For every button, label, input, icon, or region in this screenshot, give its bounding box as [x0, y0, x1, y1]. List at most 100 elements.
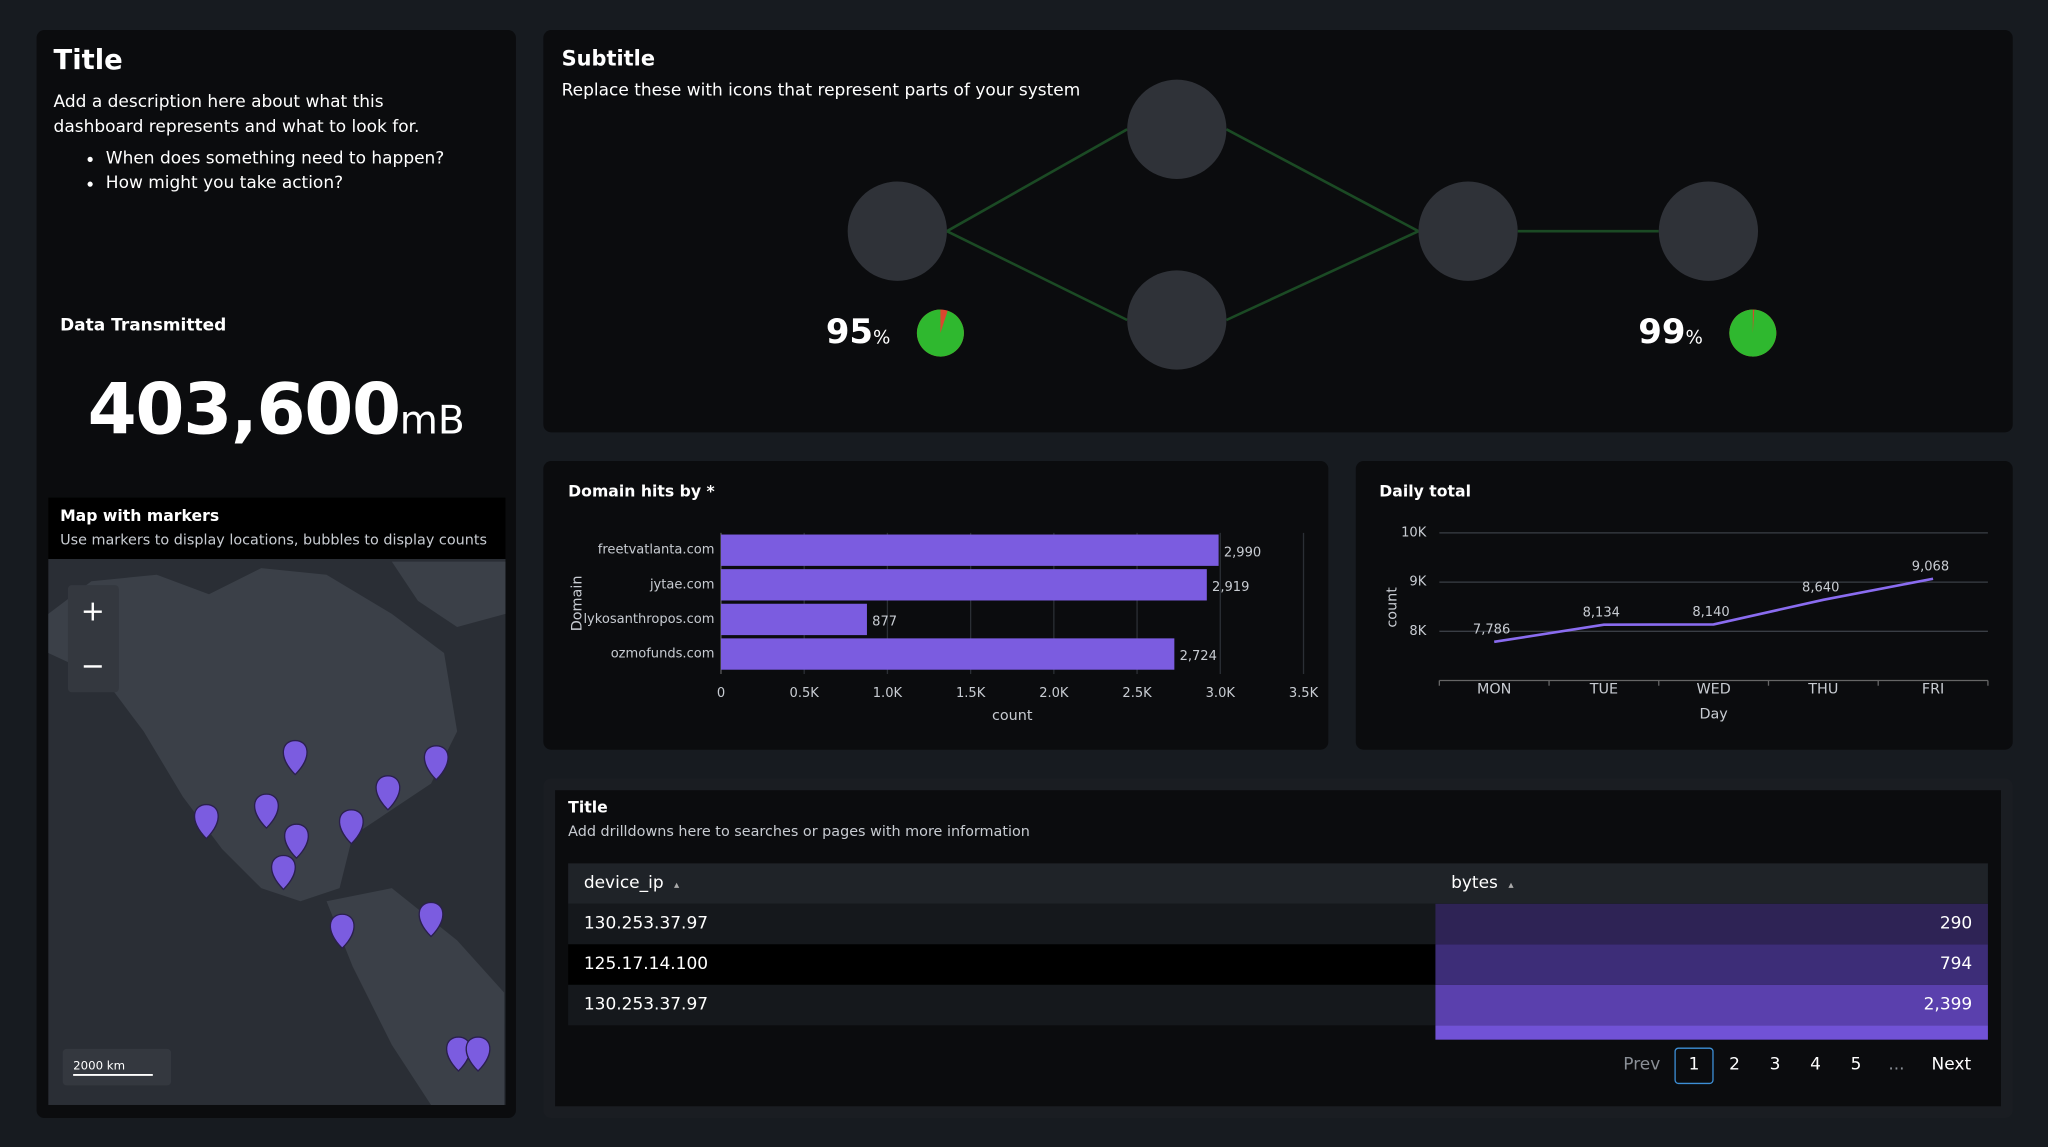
node [847, 181, 947, 281]
gauge-number: 95 [826, 312, 873, 352]
x-tick-label: 1.0K [873, 686, 903, 701]
map-marker[interactable] [423, 745, 449, 781]
map-marker[interactable] [418, 901, 444, 938]
gauge-unit: % [873, 327, 890, 348]
table: device_ip ▴ bytes ▴ 130.253.37.97 290 125.17.1… [568, 863, 1988, 1040]
map-marker[interactable] [329, 913, 355, 950]
x-axis-label: count [992, 708, 1033, 724]
gauge-value: 95% [826, 312, 891, 352]
map-land [391, 561, 506, 627]
data-label: 7,786 [1473, 623, 1510, 638]
data-label: 9,068 [1912, 559, 1949, 574]
link [946, 230, 1128, 322]
map-marker[interactable] [254, 793, 279, 830]
zoom-out[interactable]: − [81, 648, 105, 682]
next-button[interactable]: Next [1931, 1055, 1972, 1075]
x-tick-label: 3.0K [1206, 686, 1236, 701]
ip-cell: 130.253.37.97 [583, 995, 709, 1015]
diagram-links [946, 128, 1659, 322]
table-row: 125.17.14.100 794 [568, 944, 1988, 985]
diagram-nodes [847, 79, 1759, 370]
prev-button[interactable]: Prev [1623, 1055, 1661, 1075]
data-label: 2,919 [1212, 580, 1249, 595]
x-tick-label: WED [1696, 682, 1730, 698]
ip-cell: 125.17.14.100 [583, 954, 709, 975]
bar-panel [543, 461, 1329, 750]
bar [720, 569, 1207, 601]
zoom-control [67, 585, 119, 693]
data-label: 8,640 [1802, 581, 1839, 596]
x-tick-label: MON [1477, 682, 1511, 698]
x-tick-label: 0 [717, 686, 725, 701]
gauge-wedge [916, 309, 964, 357]
data-label: 2,724 [1180, 649, 1217, 664]
y-tick-label: 9K [1409, 575, 1426, 590]
ip-cell: 130.253.37.97 [583, 914, 709, 934]
column-name: bytes [1451, 873, 1498, 894]
bar [720, 534, 1219, 566]
bullet: When does something need to happen? [106, 146, 445, 171]
x-tick-label: 2.0K [1039, 686, 1069, 701]
map-marker[interactable] [282, 739, 308, 776]
page-button[interactable]: 1 [1674, 1047, 1714, 1085]
table-row: 130.253.37.97 2,399 [568, 984, 1988, 1026]
y-tick-label: jytae.com [649, 577, 715, 592]
intro-bullets: When does something need to happen? How … [54, 146, 445, 196]
gauge-unit: % [1685, 327, 1702, 348]
data-label: 8,134 [1583, 605, 1620, 620]
bar [720, 638, 1175, 670]
map-marker[interactable] [465, 1036, 491, 1072]
line-series [1493, 577, 1934, 644]
y-tick-label: 8K [1409, 624, 1426, 639]
table-subtitle: Add drilldowns here to searches or pages… [568, 822, 1030, 840]
data-label: 8,140 [1692, 605, 1729, 620]
map-marker[interactable] [375, 775, 401, 811]
x-tick-label: TUE [1589, 682, 1618, 698]
page-button[interactable]: 4 [1810, 1055, 1821, 1075]
y-tick-label: freetvatlanta.com [598, 543, 715, 558]
intro-description: Add a description here about what this d… [53, 92, 420, 138]
page-button[interactable]: 3 [1769, 1055, 1781, 1075]
diagram-panel [543, 30, 2013, 433]
map-header [48, 497, 506, 560]
column-header[interactable]: device_ip ▴ [568, 863, 1435, 903]
node [1127, 79, 1227, 179]
y-tick-label: ozmofunds.com [611, 647, 715, 662]
zoom-in[interactable]: + [81, 594, 105, 628]
map-marker[interactable] [284, 823, 309, 860]
data-label: 2,990 [1224, 545, 1261, 560]
data-label: 877 [872, 615, 897, 630]
ellipsis: ... [1888, 1055, 1905, 1075]
column-header[interactable]: bytes ▴ [1435, 863, 1987, 903]
line-panel [1355, 461, 2013, 750]
x-axis-label: Day [1699, 706, 1728, 722]
map-scale-box [62, 1048, 172, 1086]
page-button[interactable]: 2 [1729, 1055, 1740, 1075]
y-tick-label: 10K [1401, 525, 1427, 540]
sort-icon: ▴ [1508, 879, 1514, 891]
page-button[interactable]: 5 [1850, 1055, 1862, 1075]
bytes-cell: 290 [1435, 903, 1988, 945]
y-tick-label: lykosanthropos.com [583, 612, 714, 627]
gauge-value: 99% [1638, 312, 1703, 352]
x-tick-label: 1.5K [956, 686, 986, 701]
kpi: 403,600mB [0, 368, 552, 450]
map-marker[interactable] [193, 803, 219, 840]
map-marker[interactable] [271, 854, 296, 891]
y-axis-label: count [1384, 587, 1400, 628]
line-title: Daily total [1379, 481, 1471, 501]
table-header: device_ip ▴ bytes ▴ [568, 863, 1988, 904]
gauge-wedge [1729, 309, 1777, 357]
x-tick-label: 2.5K [1122, 686, 1152, 701]
gauge-number: 99 [1638, 312, 1685, 352]
x-tick-label: THU [1807, 682, 1838, 698]
node [1127, 270, 1227, 370]
diagram-title: Subtitle [561, 45, 655, 71]
table-row-partial [568, 1025, 1988, 1040]
sort-icon: ▴ [674, 879, 680, 891]
map-marker[interactable] [338, 809, 364, 845]
bar [720, 603, 867, 636]
kpi-value: 403,600 [87, 368, 401, 451]
